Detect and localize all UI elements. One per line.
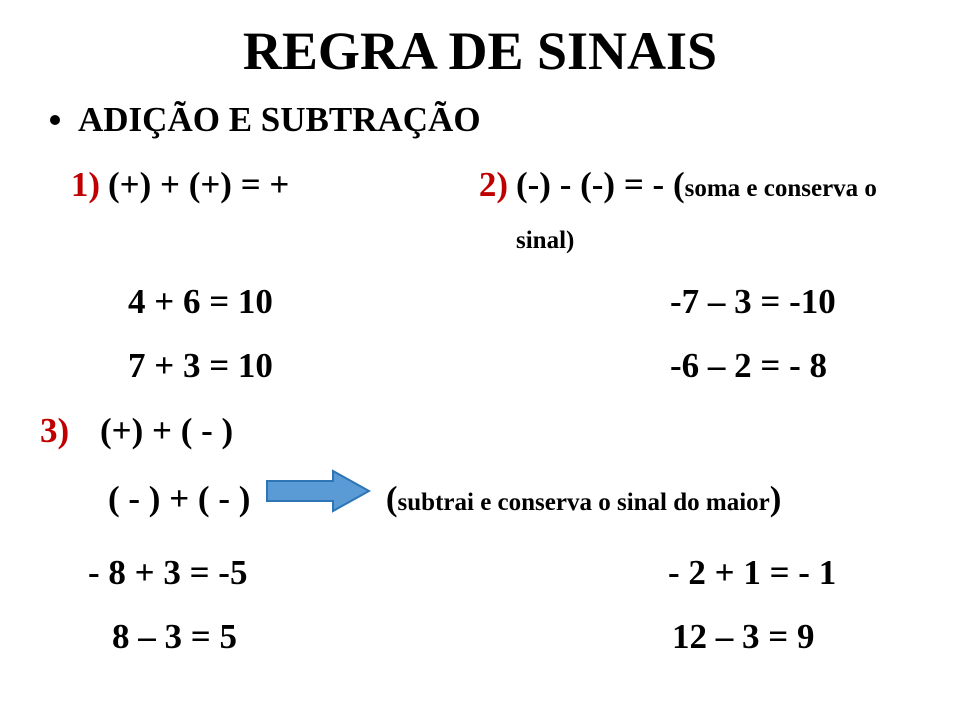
bullet-icon xyxy=(50,115,60,125)
rule3-formula2: ( - ) + ( - ) xyxy=(108,479,250,518)
rule3-examples-row-1: - 8 + 3 = -5 - 2 + 1 = - 1 xyxy=(40,541,920,606)
rule3-exL2: 8 – 3 = 5 xyxy=(112,617,237,656)
rule3-exL1: - 8 + 3 = -5 xyxy=(88,553,247,592)
rule3-formula1: (+) + ( - ) xyxy=(100,411,233,450)
rule3-exR1: - 2 + 1 = - 1 xyxy=(668,553,836,592)
rule2-formula: (-) - (-) = - xyxy=(516,165,673,204)
examples-row-2: 7 + 3 = 10 -6 – 2 = - 8 xyxy=(40,334,920,399)
rule3-note-close: ) xyxy=(770,479,782,518)
rules-row-1: 1) (+) + (+) = + 2) (-) - (-) = - (soma … xyxy=(40,153,920,270)
rule1-formula: (+) + (+) = + xyxy=(108,165,289,204)
rule3-note: subtrai e conserva o sinal do maior xyxy=(398,489,770,516)
slide: REGRA DE SINAIS ADIÇÃO E SUBTRAÇÃO 1) (+… xyxy=(0,0,960,720)
arrow-right-icon xyxy=(263,469,373,529)
examples-row-1: 4 + 6 = 10 -7 – 3 = -10 xyxy=(40,270,920,335)
rule2-ex1: -7 – 3 = -10 xyxy=(670,282,836,321)
rule2-number: 2) xyxy=(479,165,508,204)
rule3-formula2-row: ( - ) + ( - ) (subtrai e conserva o sina… xyxy=(40,469,920,535)
rule2-ex2: -6 – 2 = - 8 xyxy=(670,346,827,385)
rule1-number: 1) xyxy=(71,165,100,204)
rule1-ex2: 7 + 3 = 10 xyxy=(128,346,273,385)
rule3-row: 3) (+) + ( - ) xyxy=(40,399,920,464)
rule1-ex1: 4 + 6 = 10 xyxy=(128,282,273,321)
section-heading: ADIÇÃO E SUBTRAÇÃO xyxy=(78,100,481,139)
rule3-note-open: ( xyxy=(386,479,398,518)
rule3-number: 3) xyxy=(40,411,69,450)
rule3-exR2: 12 – 3 = 9 xyxy=(672,617,814,656)
page-title: REGRA DE SINAIS xyxy=(40,20,920,82)
section-heading-row: ADIÇÃO E SUBTRAÇÃO xyxy=(40,94,920,147)
rule2-note-open: ( xyxy=(673,165,685,204)
rule3-examples-row-2: 8 – 3 = 5 12 – 3 = 9 xyxy=(40,605,920,670)
